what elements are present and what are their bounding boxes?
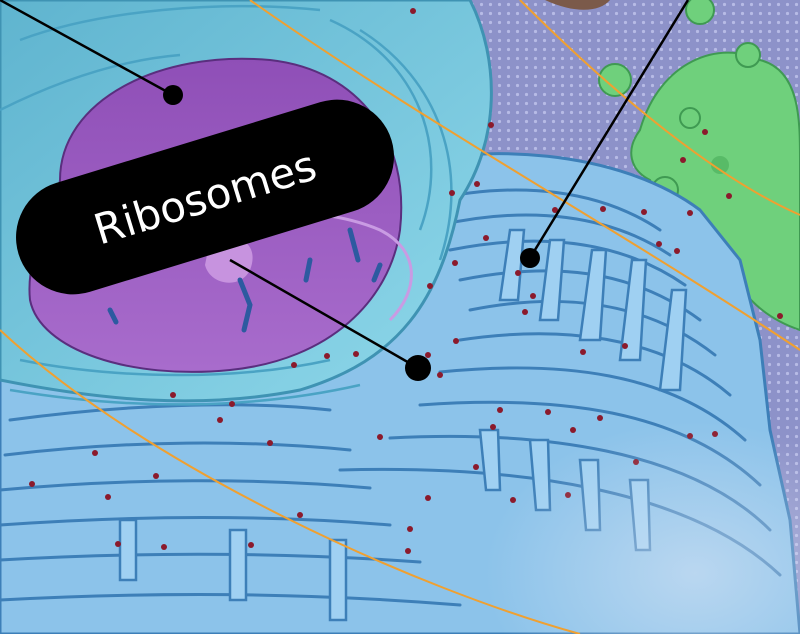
marker-dot-nucleus: [163, 85, 183, 105]
chromatin-strands: [107, 227, 383, 333]
pointer-lines: [0, 0, 690, 370]
label-pill: [16, 99, 394, 295]
envelope-ridges: [0, 5, 453, 406]
fog-overlay: [380, 330, 800, 634]
golgi-organelle: [598, 0, 800, 332]
marker-dot-ribosome: [405, 355, 431, 381]
mitochondrion-edge: [545, 0, 610, 10]
marker-dot-er: [520, 248, 540, 268]
